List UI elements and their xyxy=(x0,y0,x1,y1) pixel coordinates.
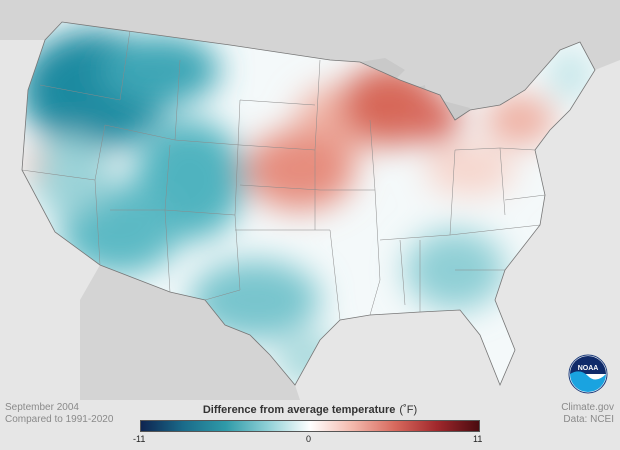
footer-left: September 2004 Compared to 1991-2020 xyxy=(5,402,113,426)
us-outline xyxy=(21,21,596,387)
mexico-land xyxy=(80,265,300,400)
legend-max-label: 11 xyxy=(473,434,483,444)
data-source-label: Data: NCEI xyxy=(563,414,614,425)
noaa-logo-text: NOAA xyxy=(578,365,599,372)
baseline-label: Compared to 1991-2020 xyxy=(5,414,114,425)
legend-unit: (˚F) xyxy=(399,404,418,416)
noaa-logo: NOAA xyxy=(568,354,608,394)
canada-land xyxy=(0,0,620,120)
date-label: September 2004 xyxy=(5,402,79,413)
legend-title-text: Difference from average temperature xyxy=(202,404,396,416)
source-label: Climate.gov xyxy=(561,402,614,413)
temperature-anomaly-map xyxy=(0,0,620,400)
state-borders xyxy=(22,29,546,321)
legend-title: Difference from average temperature (˚F) xyxy=(140,404,480,416)
legend-zero-label: 0 xyxy=(306,434,312,444)
legend-color-bar xyxy=(140,420,480,432)
legend-min-label: -11 xyxy=(133,434,146,444)
footer-right: Climate.gov Data: NCEI xyxy=(561,402,614,426)
